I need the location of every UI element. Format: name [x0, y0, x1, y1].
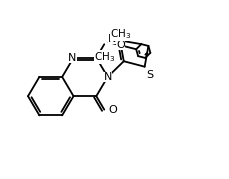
Text: N: N	[108, 34, 117, 44]
Text: O: O	[116, 40, 125, 50]
Text: O: O	[108, 105, 117, 115]
Text: N: N	[104, 72, 112, 82]
Text: N: N	[68, 53, 76, 63]
Text: CH$_3$: CH$_3$	[110, 27, 131, 41]
Text: S: S	[146, 70, 153, 80]
Text: CH$_3$: CH$_3$	[94, 50, 115, 64]
